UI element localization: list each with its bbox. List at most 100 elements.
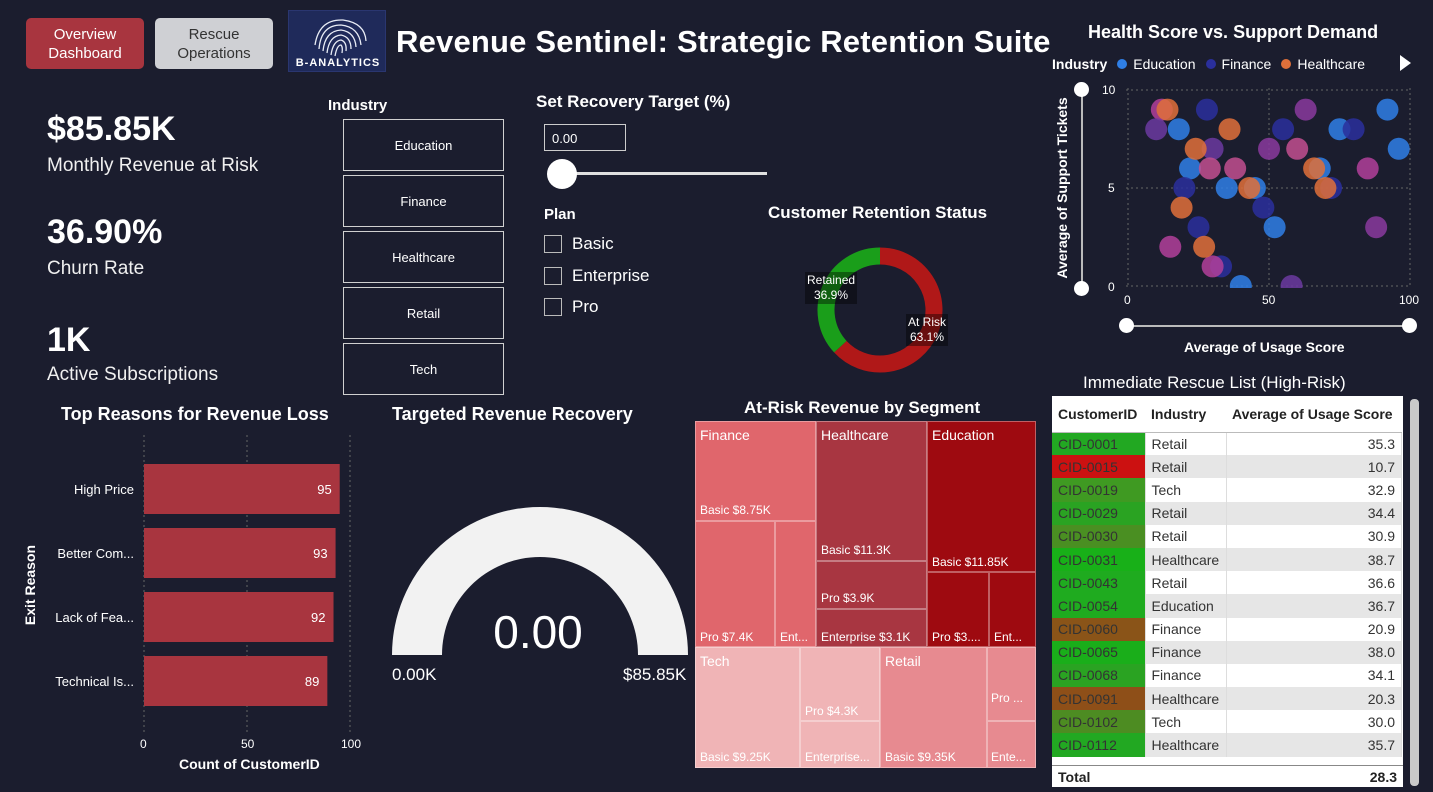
- scatter-point[interactable]: [1218, 118, 1241, 141]
- scatter-xslider-left[interactable]: [1119, 318, 1134, 333]
- scatter-point[interactable]: [1145, 118, 1168, 141]
- table-row[interactable]: CID-0065 Finance 38.0: [1052, 640, 1402, 664]
- legend-education[interactable]: Education: [1133, 56, 1196, 72]
- tm-education-pro[interactable]: [927, 572, 989, 647]
- col-customerid[interactable]: CustomerID: [1052, 396, 1145, 433]
- scatter-point[interactable]: [1272, 118, 1295, 141]
- scatter-point[interactable]: [1167, 118, 1190, 141]
- pro-checkbox[interactable]: [544, 298, 562, 316]
- donut-slice-retained[interactable]: [817, 247, 881, 353]
- scatter-point[interactable]: [1184, 137, 1207, 160]
- table-row[interactable]: CID-0019 Tech 32.9: [1052, 478, 1402, 502]
- rescue-operations-button[interactable]: Rescue Operations: [155, 18, 273, 69]
- legend-finance[interactable]: Finance: [1221, 56, 1272, 72]
- table-row[interactable]: CID-0054 Education 36.7: [1052, 594, 1402, 618]
- reason-bar[interactable]: [144, 528, 336, 578]
- table-row[interactable]: CID-0068 Finance 34.1: [1052, 663, 1402, 688]
- table-row[interactable]: CID-0043 Retail 36.6: [1052, 571, 1402, 595]
- scatter-point[interactable]: [1258, 137, 1280, 160]
- scatter-point[interactable]: [1179, 157, 1202, 180]
- tm-tech-basic[interactable]: [695, 647, 800, 768]
- table-row[interactable]: CID-0031 Healthcare 38.7: [1052, 547, 1402, 572]
- scatter-point[interactable]: [1252, 196, 1275, 219]
- scatter-point[interactable]: [1201, 255, 1224, 278]
- scatter-point[interactable]: [1224, 157, 1247, 180]
- recovery-target-input[interactable]: 0.00: [544, 124, 626, 151]
- tm-healthcare-ent[interactable]: [816, 609, 927, 647]
- tm-tech-ent[interactable]: [800, 721, 880, 768]
- tm-finance-ent[interactable]: [775, 521, 816, 647]
- basic-checkbox[interactable]: [544, 235, 562, 253]
- recovery-slider-handle[interactable]: [547, 159, 577, 189]
- slicer-finance[interactable]: Finance: [343, 175, 504, 227]
- reason-bar[interactable]: [144, 592, 334, 642]
- table-row[interactable]: CID-0015 Retail 10.7: [1052, 455, 1402, 479]
- recovery-slider-track[interactable]: [560, 172, 767, 175]
- rescue-table-scrollbar[interactable]: [1410, 399, 1419, 786]
- scatter-point[interactable]: [1156, 98, 1179, 121]
- tm-tech-pro[interactable]: [800, 647, 880, 721]
- tm-finance-pro[interactable]: [695, 521, 775, 647]
- scatter-xslider-track[interactable]: [1126, 325, 1410, 327]
- scatter-point[interactable]: [1193, 235, 1216, 258]
- scatter-point[interactable]: [1294, 98, 1317, 121]
- plan-basic-option[interactable]: Basic: [544, 234, 614, 254]
- legend-healthcare[interactable]: Healthcare: [1297, 56, 1366, 72]
- scatter-point[interactable]: [1280, 275, 1303, 288]
- scrollbar-thumb[interactable]: [1410, 399, 1419, 786]
- scatter-point[interactable]: [1187, 216, 1210, 239]
- table-row[interactable]: CID-0029 Retail 34.4: [1052, 501, 1402, 525]
- slicer-retail[interactable]: Retail: [343, 287, 504, 339]
- enterprise-checkbox[interactable]: [544, 267, 562, 285]
- scatter-point[interactable]: [1365, 216, 1388, 239]
- scatter-point[interactable]: [1201, 137, 1224, 160]
- scatter-point[interactable]: [1314, 177, 1337, 199]
- overview-dashboard-button[interactable]: Overview Dashboard: [26, 18, 144, 69]
- tm-healthcare-basic[interactable]: [816, 421, 927, 561]
- tm-education-basic[interactable]: [927, 421, 1036, 572]
- table-row[interactable]: CID-0001 Retail 35.3: [1052, 432, 1402, 456]
- scatter-yslider-top[interactable]: [1074, 82, 1089, 97]
- slicer-tech[interactable]: Tech: [343, 343, 504, 395]
- scatter-point[interactable]: [1376, 98, 1399, 121]
- slicer-education[interactable]: Education: [343, 119, 504, 171]
- tm-retail-pro[interactable]: [987, 647, 1036, 721]
- tm-retail-ent[interactable]: [987, 721, 1036, 768]
- col-industry[interactable]: Industry: [1145, 396, 1226, 433]
- scatter-point[interactable]: [1215, 177, 1238, 199]
- reason-bar[interactable]: [144, 464, 340, 514]
- col-usage-score[interactable]: Average of Usage Score: [1226, 396, 1402, 433]
- scatter-point[interactable]: [1263, 216, 1286, 239]
- scatter-point[interactable]: [1387, 137, 1410, 160]
- plan-enterprise-option[interactable]: Enterprise: [544, 266, 649, 286]
- table-row[interactable]: CID-0030 Retail 30.9: [1052, 524, 1402, 548]
- table-row[interactable]: CID-0112 Healthcare 35.7: [1052, 733, 1402, 757]
- scatter-yslider-bottom[interactable]: [1074, 281, 1089, 296]
- reason-bar[interactable]: [144, 656, 328, 706]
- tm-finance-basic[interactable]: [695, 421, 816, 521]
- scatter-xslider-right[interactable]: [1402, 318, 1417, 333]
- table-row[interactable]: CID-0060 Finance 20.9: [1052, 617, 1402, 641]
- scatter-point[interactable]: [1198, 157, 1221, 180]
- scatter-point[interactable]: [1229, 275, 1252, 288]
- scatter-point[interactable]: [1356, 157, 1379, 180]
- tm-retail-basic[interactable]: [880, 647, 987, 768]
- tm-education-ent[interactable]: [989, 572, 1036, 647]
- donut-slice-atrisk[interactable]: [834, 247, 943, 373]
- table-row[interactable]: CID-0091 Healthcare 20.3: [1052, 687, 1402, 711]
- scatter-point[interactable]: [1159, 235, 1182, 258]
- table-row[interactable]: CID-0102 Tech 30.0: [1052, 710, 1402, 734]
- scatter-yslider-track[interactable]: [1081, 89, 1083, 288]
- scatter-point[interactable]: [1173, 177, 1196, 199]
- scatter-point[interactable]: [1195, 98, 1218, 121]
- slicer-healthcare[interactable]: Healthcare: [343, 231, 504, 283]
- scatter-point[interactable]: [1170, 196, 1193, 219]
- tm-healthcare-pro[interactable]: [816, 561, 927, 609]
- play-icon[interactable]: [1400, 55, 1411, 71]
- scatter-point[interactable]: [1238, 177, 1261, 199]
- plan-pro-option[interactable]: Pro: [544, 297, 598, 317]
- rescue-table-wrapper[interactable]: CustomerID Industry Average of Usage Sco…: [1052, 396, 1403, 765]
- scatter-point[interactable]: [1342, 118, 1365, 141]
- scatter-point[interactable]: [1286, 137, 1309, 160]
- scatter-point[interactable]: [1303, 157, 1326, 180]
